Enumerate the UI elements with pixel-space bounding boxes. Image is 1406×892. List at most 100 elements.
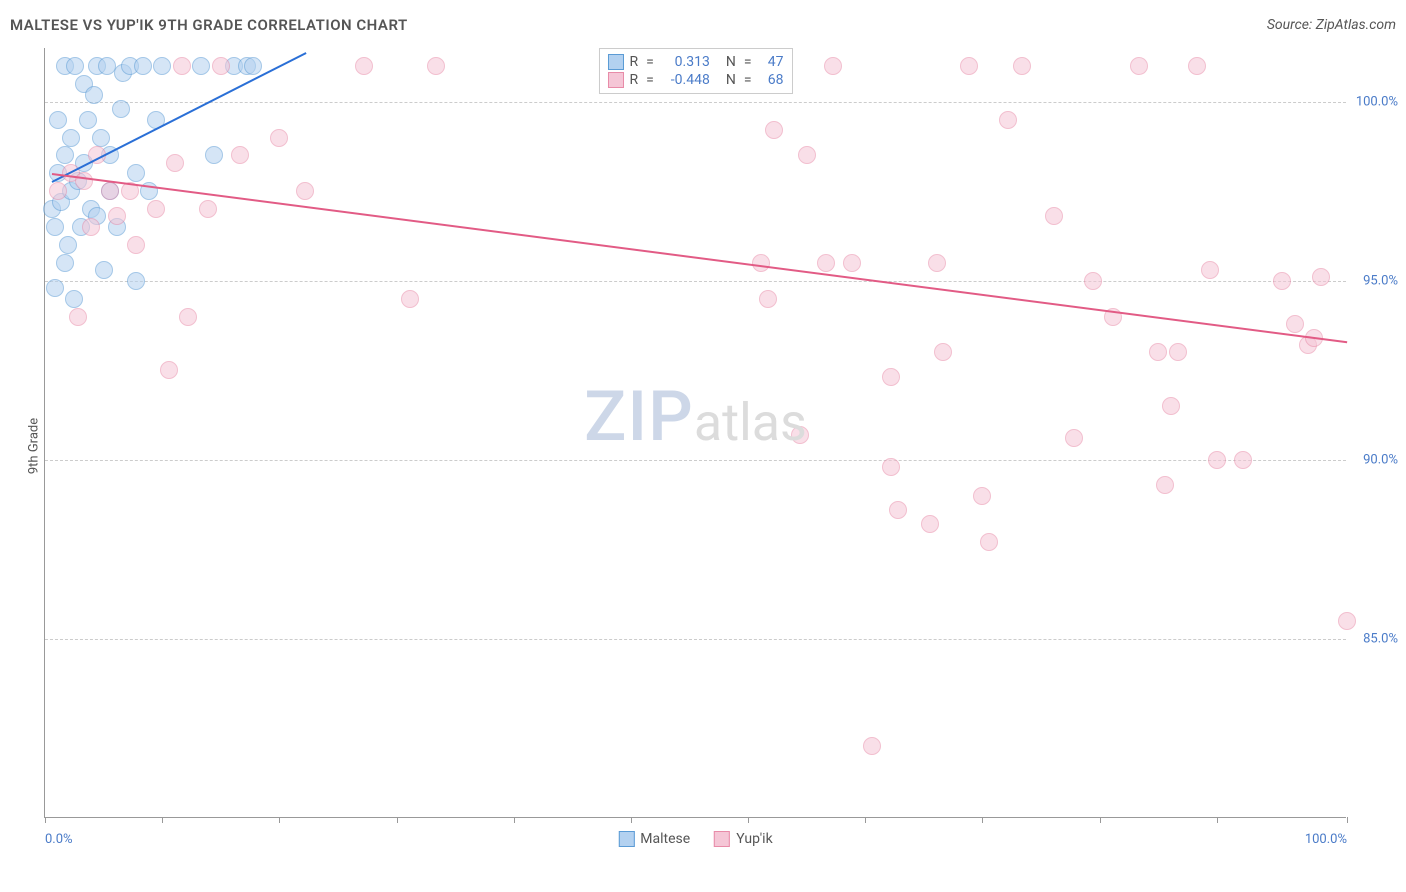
data-point: [791, 426, 809, 444]
data-point: [147, 200, 165, 218]
x-tick: [514, 817, 515, 823]
data-point: [59, 236, 77, 254]
data-point: [1188, 57, 1206, 75]
data-point: [427, 57, 445, 75]
data-point: [66, 57, 84, 75]
watermark-atlas: atlas: [694, 392, 807, 453]
data-point: [1286, 315, 1304, 333]
data-point: [921, 515, 939, 533]
data-point: [244, 57, 262, 75]
data-point: [92, 129, 110, 147]
source-attribution: Source: ZipAtlas.com: [1267, 17, 1396, 33]
y-tick-label: 95.0%: [1363, 273, 1398, 288]
data-point: [112, 100, 130, 118]
data-point: [1273, 272, 1291, 290]
legend-label-yupik: Yup'ik: [736, 831, 772, 847]
data-point: [1045, 207, 1063, 225]
data-point: [85, 86, 103, 104]
data-point: [1084, 272, 1102, 290]
equals-sign: =: [646, 72, 654, 88]
swatch-yupik: [714, 831, 730, 847]
data-point: [62, 129, 80, 147]
gridline: [45, 460, 1346, 461]
y-axis-label: 9th Grade: [27, 418, 42, 474]
data-point: [46, 218, 64, 236]
gridline: [45, 639, 1346, 640]
legend-label-maltese: Maltese: [640, 831, 690, 847]
data-point: [101, 182, 119, 200]
gridline: [45, 102, 1346, 103]
data-point: [56, 146, 74, 164]
data-point: [82, 218, 100, 236]
data-point: [166, 154, 184, 172]
data-point: [192, 57, 210, 75]
data-point: [49, 182, 67, 200]
y-tick-label: 100.0%: [1356, 94, 1398, 109]
data-point: [127, 164, 145, 182]
data-point: [401, 290, 419, 308]
data-point: [960, 57, 978, 75]
correlation-legend: R = 0.313 N = 47 R = -0.448 N = 68: [598, 48, 792, 94]
data-point: [1162, 397, 1180, 415]
data-point: [1065, 429, 1083, 447]
x-tick: [45, 817, 46, 823]
data-point: [46, 279, 64, 297]
data-point: [934, 343, 952, 361]
equals-sign: =: [744, 54, 752, 70]
data-point: [69, 308, 87, 326]
data-point: [173, 57, 191, 75]
data-point: [1149, 343, 1167, 361]
y-tick-label: 90.0%: [1363, 452, 1398, 467]
r-label: R: [629, 72, 638, 88]
n-value-maltese: 47: [760, 54, 784, 70]
swatch-maltese: [607, 54, 623, 70]
series-legend: Maltese Yup'ik: [618, 831, 772, 847]
r-value-maltese: 0.313: [662, 54, 710, 70]
r-label: R: [629, 54, 638, 70]
data-point: [928, 254, 946, 272]
data-point: [1169, 343, 1187, 361]
n-value-yupik: 68: [760, 72, 784, 88]
n-label: N: [726, 72, 736, 88]
x-tick: [1100, 817, 1101, 823]
data-point: [1201, 261, 1219, 279]
data-point: [127, 272, 145, 290]
scatter-plot-area: ZIPatlas R = 0.313 N = 47 R = -0.448 N =…: [44, 48, 1346, 818]
data-point: [973, 487, 991, 505]
data-point: [882, 368, 900, 386]
data-point: [843, 254, 861, 272]
chart-header: MALTESE VS YUP'IK 9TH GRADE CORRELATION …: [10, 10, 1396, 40]
n-label: N: [726, 54, 736, 70]
gridline: [45, 281, 1346, 282]
data-point: [179, 308, 197, 326]
swatch-yupik: [607, 72, 623, 88]
data-point: [355, 57, 373, 75]
data-point: [134, 57, 152, 75]
equals-sign: =: [646, 54, 654, 70]
legend-row-maltese: R = 0.313 N = 47: [607, 53, 783, 71]
legend-item-maltese: Maltese: [618, 831, 690, 847]
data-point: [160, 361, 178, 379]
x-tick: [631, 817, 632, 823]
data-point: [65, 290, 83, 308]
swatch-maltese: [618, 831, 634, 847]
equals-sign: =: [744, 72, 752, 88]
data-point: [765, 121, 783, 139]
data-point: [1338, 612, 1356, 630]
chart-title: MALTESE VS YUP'IK 9TH GRADE CORRELATION …: [10, 16, 408, 34]
x-tick: [1347, 817, 1348, 823]
data-point: [79, 111, 97, 129]
data-point: [889, 501, 907, 519]
data-point: [882, 458, 900, 476]
data-point: [1130, 57, 1148, 75]
legend-row-yupik: R = -0.448 N = 68: [607, 71, 783, 89]
data-point: [1312, 268, 1330, 286]
x-tick: [279, 817, 280, 823]
data-point: [95, 261, 113, 279]
data-point: [863, 737, 881, 755]
watermark-zip: ZIP: [584, 376, 694, 458]
data-point: [759, 290, 777, 308]
data-point: [999, 111, 1017, 129]
data-point: [199, 200, 217, 218]
data-point: [980, 533, 998, 551]
